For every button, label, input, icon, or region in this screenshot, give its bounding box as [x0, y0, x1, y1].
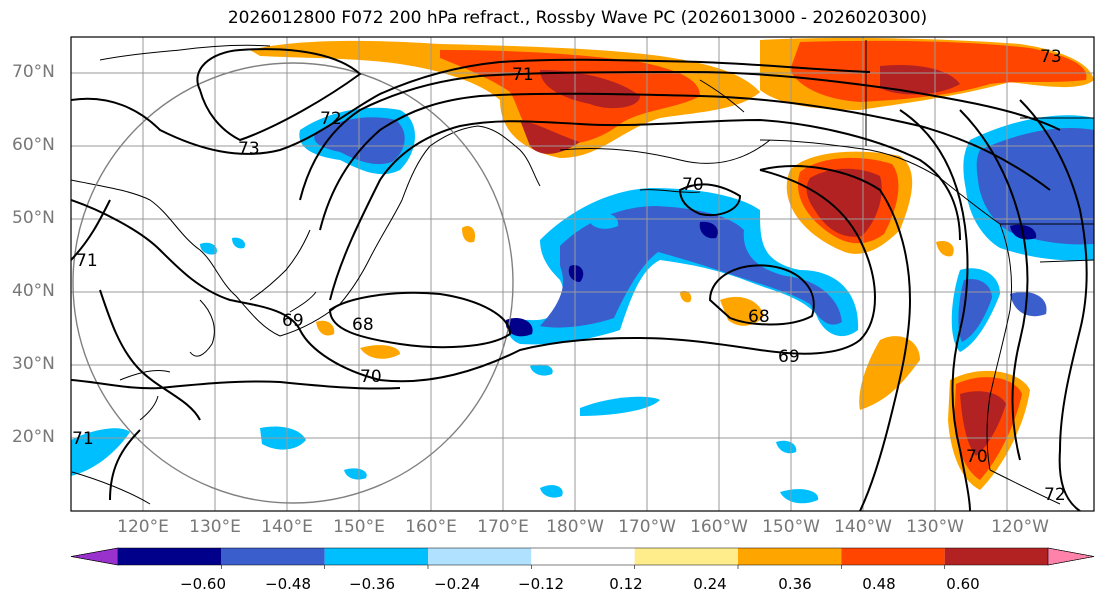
contour-label: 71 [512, 65, 534, 85]
lon-label: 170°W [618, 517, 676, 537]
lon-label: 120°E [117, 517, 169, 537]
lon-label: 170°E [477, 517, 529, 537]
lon-label: 120°W [991, 517, 1049, 537]
map-title: 2026012800 F072 200 hPa refract., Rossby… [227, 8, 928, 28]
colorbar-segment [428, 548, 532, 565]
graticule [71, 37, 1094, 511]
lon-label: 140°W [834, 517, 892, 537]
colorbar-tick-label: 0.48 [862, 575, 896, 593]
contour-label: 73 [1040, 47, 1062, 67]
colorbar-segment [944, 548, 1048, 565]
contour-label: 68 [352, 315, 374, 335]
colorbar-segment [324, 548, 428, 565]
colorbar-segment [118, 548, 222, 565]
lat-label: 40°N [12, 281, 55, 301]
colorbar [70, 547, 1095, 569]
contour-label: 71 [72, 429, 94, 449]
colorbar-tick-label: −0.60 [180, 575, 226, 593]
colorbar-segment [634, 548, 738, 565]
lon-label: 160°W [690, 517, 748, 537]
colorbar-extend-low [70, 547, 119, 566]
colorbar-tick-label: −0.48 [265, 575, 311, 593]
contour-label: 70 [966, 447, 988, 467]
colorbar-segment [738, 548, 842, 565]
colorbar-extend-high [1047, 547, 1095, 566]
lat-label: 60°N [12, 135, 55, 155]
colorbar-tick-label: 0.12 [609, 575, 643, 593]
lat-label: 20°N [12, 427, 55, 447]
coastlines [71, 40, 1094, 505]
colorbar-tick-label: 0.24 [693, 575, 727, 593]
contour-label: 69 [778, 347, 800, 367]
colorbar-tick-label: −0.36 [349, 575, 395, 593]
lon-label: 180°W [546, 517, 604, 537]
map-frame [70, 36, 1095, 512]
refractivity-contours [71, 48, 1088, 511]
lon-label: 150°E [333, 517, 385, 537]
colorbar-tick-label: −0.24 [434, 575, 480, 593]
colorbar-tick-label: −0.12 [518, 575, 564, 593]
negative-anomaly-shading [71, 107, 1094, 504]
colorbar-tick-label: 0.60 [946, 575, 980, 593]
contour-labels: 73 72 71 70 69 68 68 69 70 71 72 73 70 7… [72, 47, 1066, 505]
lon-label: 150°W [762, 517, 820, 537]
colorbar-outline [70, 547, 1095, 566]
contour-label: 72 [320, 109, 342, 129]
contour-label: 69 [282, 311, 304, 331]
lon-label: 130°W [906, 517, 964, 537]
colorbar-segment [531, 548, 635, 565]
contour-label: 73 [238, 139, 260, 159]
contour-label: 68 [748, 307, 770, 327]
colorbar-segment [221, 548, 325, 565]
lat-label: 50°N [12, 208, 55, 228]
colorbar-segment [841, 548, 945, 565]
colorbar-tick-label: 0.36 [778, 575, 812, 593]
lon-label: 130°E [189, 517, 241, 537]
lat-label: 30°N [12, 354, 55, 374]
contour-label: 70 [682, 175, 704, 195]
contour-label: 72 [1044, 485, 1066, 505]
lon-label: 140°E [261, 517, 313, 537]
contour-label: 71 [76, 251, 98, 271]
highlight-circle [72, 62, 514, 504]
lat-label: 70°N [12, 62, 55, 82]
contour-label: 70 [360, 367, 382, 387]
lon-label: 160°E [405, 517, 457, 537]
positive-anomaly-shading [250, 37, 1094, 490]
